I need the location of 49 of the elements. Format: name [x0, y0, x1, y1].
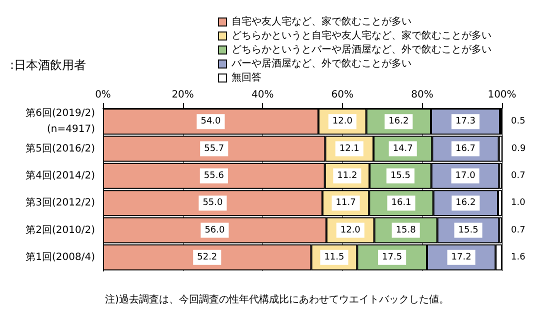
y-tick-label: 第6回(2019/2) (n=4917) [26, 107, 96, 136]
data-label: 12.0 [340, 225, 361, 236]
data-label: 0.5 [511, 116, 526, 127]
data-label: 1.6 [511, 252, 526, 262]
data-label: 55.0 [202, 198, 224, 208]
y-tick-label: 第5回(2016/2) [26, 142, 96, 154]
data-label: 11.5 [324, 252, 344, 262]
data-label: 55.7 [204, 144, 224, 154]
x-tick-label: 100% [488, 90, 516, 100]
x-tick-label: 80% [411, 90, 434, 100]
x-tick-label: 60% [331, 90, 354, 100]
data-label: 11.7 [336, 198, 356, 208]
data-label: 0.9 [511, 144, 526, 154]
data-label: 17.5 [382, 252, 402, 262]
data-label: 17.0 [455, 170, 476, 181]
legend-label: 自宅や友人宅など、家で飲むことが多い [232, 16, 412, 28]
legend-label: どちらかというと自宅や友人宅など、家で飲むことが多い [232, 30, 492, 42]
y-tick-label: 第3回(2012/2) [26, 196, 96, 209]
data-label: 55.6 [204, 170, 224, 181]
data-label: 54.0 [200, 116, 222, 127]
data-label: 1.0 [511, 198, 526, 208]
x-tick-label: 20% [172, 90, 194, 100]
data-label: 17.2 [451, 252, 472, 262]
data-label: 16.7 [455, 144, 476, 154]
data-label: 11.2 [337, 170, 358, 181]
data-label: 52.2 [197, 252, 218, 262]
data-label: 16.1 [391, 198, 412, 208]
data-label: 12.0 [332, 116, 353, 127]
data-label: 17.3 [455, 116, 476, 127]
data-label: 56.0 [204, 225, 226, 236]
y-tick-label: 第4回(2014/2) [26, 169, 96, 182]
data-label: 15.5 [390, 170, 410, 181]
legend-label: バーや居酒屋など、外で飲むことが多い [230, 58, 412, 70]
data-label: 15.8 [396, 225, 416, 236]
data-label: 12.1 [339, 144, 360, 154]
legend-label: 無回答 [232, 72, 262, 84]
chart-subtitle: :日本酒飲用者 [10, 58, 86, 72]
data-label: 16.2 [388, 116, 409, 127]
data-label: 14.7 [392, 144, 413, 154]
data-label: 0.7 [511, 225, 526, 236]
y-tick-label: 第1回(2008/4) [26, 250, 96, 263]
data-label: 16.2 [456, 198, 476, 208]
x-tick-label: 40% [251, 90, 274, 100]
x-tick-label: 0% [95, 90, 111, 100]
legend-label: どちらかというとバーや居酒屋など、外で飲むことが多い [232, 44, 492, 56]
data-label: 0.7 [511, 170, 526, 181]
data-label: 15.5 [458, 225, 478, 236]
text: 注)過去調査は、今回調査の性年代構成比にあわせてウエイトバックした値。 [105, 294, 449, 306]
y-tick-label: 第2回(2010/2) [26, 224, 96, 236]
